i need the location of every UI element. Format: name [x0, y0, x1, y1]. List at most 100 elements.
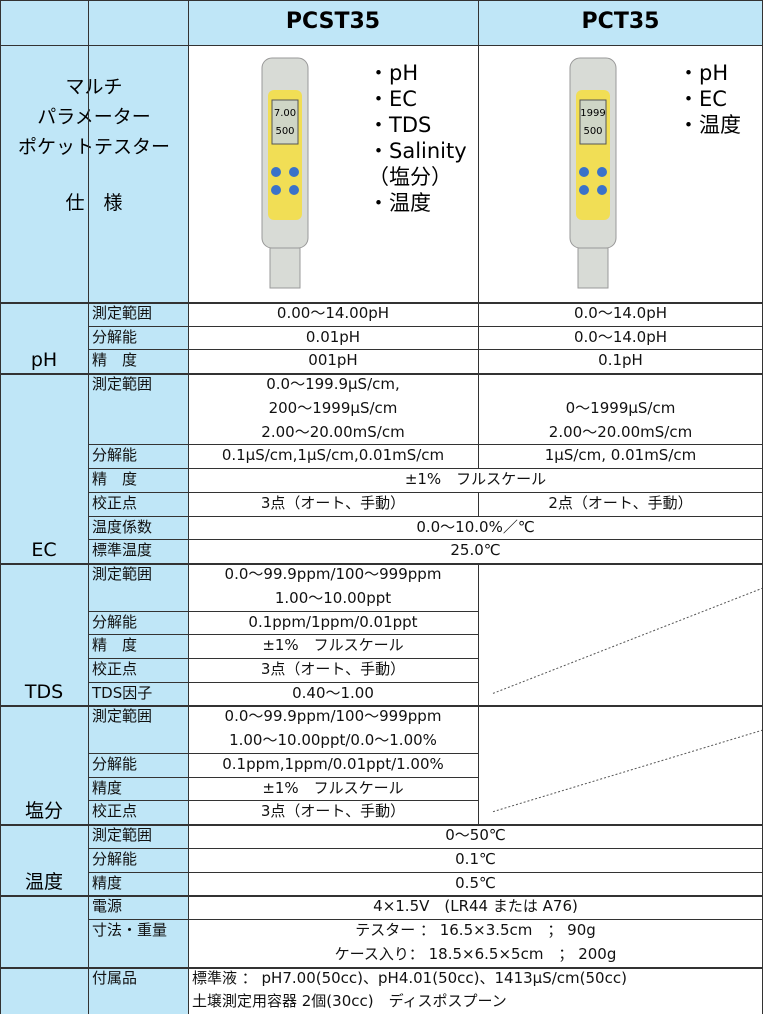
- title-line: マルチ: [65, 76, 123, 98]
- rule: [88, 634, 478, 636]
- value: 0.1ppm/1ppm/0.01ppt: [248, 612, 418, 631]
- row-label: 寸法・重量: [92, 921, 168, 940]
- rule: [478, 302, 479, 326]
- row-label: 分解能: [92, 327, 138, 346]
- row-label: 精 度: [92, 636, 138, 655]
- rule: [88, 658, 478, 659]
- row-label: 分解能: [92, 849, 138, 868]
- row-label: 測定範囲: [92, 304, 153, 322]
- value: ±1% フルスケール: [262, 778, 404, 797]
- value: 0.0～14.0pH: [573, 304, 668, 322]
- value: 0.1μS/cm,1μS/cm,0.01mS/cm: [221, 446, 445, 465]
- rule: [188, 0, 189, 1014]
- value: 2点（オート、手動）: [548, 493, 693, 512]
- value: ±1% フルスケール: [404, 470, 547, 489]
- display-reading: 500: [275, 126, 294, 137]
- value: 0.00～14.00pH: [276, 304, 390, 322]
- rule: [88, 349, 763, 351]
- value: 3点（オート、手動）: [260, 660, 406, 678]
- rule: [0, 705, 763, 708]
- row-label: 付属品: [92, 968, 138, 987]
- value: 土壌測定用容器 2個(30cc) ディスポスプーン: [192, 992, 507, 1011]
- rule: [478, 681, 479, 706]
- feature: ・pH: [678, 61, 729, 85]
- value: 1.00～10.00ppt: [274, 588, 392, 607]
- rule: [88, 871, 763, 873]
- rule: [478, 0, 479, 302]
- value: 1μS/cm, 0.01mS/cm: [544, 446, 697, 465]
- model-name: PCST35: [285, 9, 381, 34]
- row-label: 精 度: [92, 470, 138, 489]
- row-label: 校正点: [92, 660, 138, 678]
- row-label: 測定範囲: [92, 826, 153, 845]
- rule: [478, 563, 479, 611]
- row-label: 測定範囲: [92, 375, 153, 394]
- rule: [88, 325, 763, 327]
- rule: [88, 491, 763, 493]
- row-label: 分解能: [92, 446, 138, 465]
- row-label: 精度: [92, 873, 123, 892]
- rule: [0, 966, 763, 969]
- rule: [88, 847, 763, 849]
- product-image: 1999 500: [569, 57, 617, 289]
- display-reading: 7.00: [274, 108, 296, 119]
- rule: [88, 752, 478, 754]
- value: ケース入り： 18.5×6.5×5cm ； 200g: [334, 944, 617, 963]
- feature: ・温度: [678, 113, 741, 137]
- value: 3点（オート、手動）: [260, 802, 406, 821]
- rule: [478, 444, 479, 469]
- rule: [0, 824, 763, 827]
- rule: [0, 0, 1, 1014]
- rule: [88, 919, 763, 921]
- rule: [478, 373, 479, 445]
- value: 0～50℃: [445, 826, 506, 845]
- value: 1.00～10.00ppt/0.0～1.00%: [229, 731, 437, 750]
- value: 0.0～14.0pH: [573, 327, 668, 346]
- rule: [478, 349, 479, 374]
- diagonal: [492, 729, 763, 813]
- value: 0.0～99.9ppm/100～999ppm: [224, 707, 442, 726]
- rule: [478, 658, 479, 682]
- rule: [478, 752, 479, 777]
- feature: ・EC: [368, 87, 417, 111]
- value: 0.5℃: [455, 873, 496, 892]
- rule: [478, 776, 479, 801]
- feature: ・EC: [678, 87, 727, 111]
- rule: [0, 895, 763, 898]
- value: 0.40～1.00: [292, 683, 374, 702]
- value: 001pH: [308, 351, 358, 370]
- rule: [0, 302, 763, 304]
- row-label: TDS因子: [92, 683, 153, 702]
- row-label: 校正点: [92, 802, 138, 821]
- title-line: ポケットテスター: [17, 136, 170, 158]
- rule: [478, 800, 479, 825]
- section-name: pH: [30, 349, 58, 372]
- row-label: 分解能: [92, 754, 138, 773]
- row-label: 校正点: [92, 493, 138, 512]
- value: テスター ： 16.5×3.5cm ； 90g: [355, 921, 596, 940]
- value: 200～1999μS/cm: [268, 398, 398, 417]
- rule: [88, 776, 478, 778]
- rule: [88, 610, 478, 612]
- title-line: 仕 様: [65, 192, 123, 214]
- rule: [478, 325, 479, 350]
- rule: [0, 0, 763, 1]
- diagonal: [492, 587, 763, 694]
- rule: [0, 563, 763, 566]
- row-label: 分解能: [92, 612, 138, 631]
- value: 2.00～20.00mS/cm: [261, 422, 405, 441]
- title-line: パラメーター: [37, 106, 151, 128]
- display-reading: 500: [583, 126, 602, 137]
- not-applicable: [492, 587, 763, 694]
- value: 2.00～20.00mS/cm: [548, 422, 693, 441]
- value: 0.1pH: [598, 351, 643, 370]
- value: 3点（オート、手動）: [260, 493, 406, 512]
- row-label: 精 度: [92, 351, 138, 370]
- rule: [88, 800, 478, 802]
- feature: ・TDS: [368, 113, 432, 137]
- not-applicable: [492, 729, 763, 813]
- value: 0.01pH: [305, 327, 361, 346]
- rule: [88, 0, 89, 1014]
- feature: ・温度: [368, 191, 431, 215]
